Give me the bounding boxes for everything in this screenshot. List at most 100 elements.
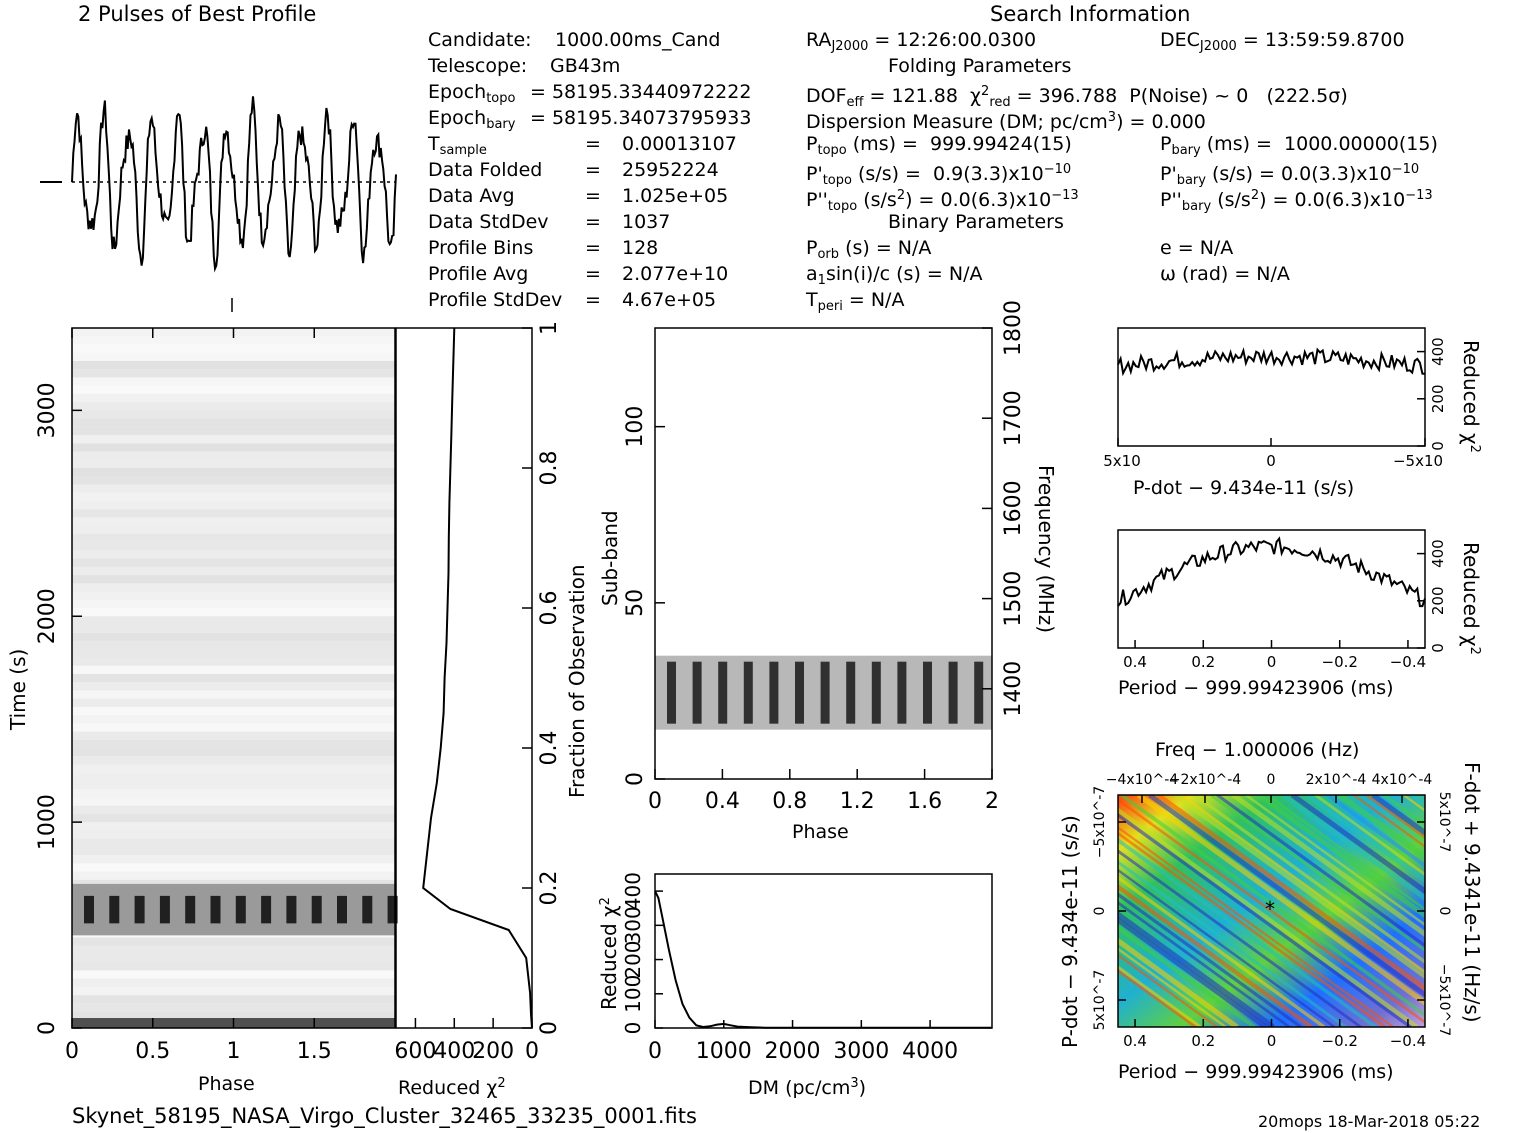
pulse-stripe <box>159 895 170 924</box>
info-profileavg-value: 2.077e+10 <box>622 263 729 285</box>
dm-xtick-label: 0 <box>648 1039 662 1064</box>
pulse-stripe <box>387 895 398 924</box>
frequency-ytick-label: 1800 <box>1001 300 1026 356</box>
subband-ytick-label: 50 <box>623 589 648 617</box>
time-phase-row <box>72 599 395 608</box>
p-pdot-streak <box>1118 884 1313 1027</box>
p-pdot-streak <box>1118 892 1302 1027</box>
pp-top-tick-label: 4x10^-4 <box>1372 772 1433 788</box>
time-phase-row <box>72 451 395 460</box>
time-phase-xtick-label: 1 <box>227 1039 241 1064</box>
time-phase-row <box>72 715 395 724</box>
pdot-frame <box>1117 327 1426 447</box>
profile-title: 2 Pulses of Best Profile <box>78 2 317 26</box>
pddbary-text: P''bary (s/s2) = 0.0(6.3)x10−13 <box>1160 188 1433 214</box>
p-pdot-streak <box>1337 795 1425 861</box>
time-phase-row <box>72 822 395 831</box>
a1-text: a1sin(i)/c (s) = N/A <box>806 263 983 288</box>
info-datastddev-value: 1037 <box>622 211 671 233</box>
time-phase-row <box>72 780 395 790</box>
p-pdot-streak <box>1245 795 1425 927</box>
p-pdot-streak <box>1136 795 1425 1006</box>
dm-xlabel: DM (pc/cm3) <box>748 1076 867 1099</box>
info-candidate-label: Candidate: <box>428 29 532 51</box>
time-phase-row <box>72 435 395 444</box>
pp-left-tick-label: 5x10^-7 <box>1092 970 1108 1031</box>
pp-left-label: P-dot − 9.434e-11 (s/s) <box>1058 815 1082 1048</box>
time-phase-row <box>72 789 395 798</box>
subband-xtick-label: 0 <box>648 789 662 814</box>
dm-ylabel: Reduced χ2 <box>597 897 621 1010</box>
subband-pulse-stripe <box>820 661 830 724</box>
pp-left-tick-label: −5x10^-7 <box>1092 786 1108 858</box>
pp-bottom-label: Period − 999.99423906 (ms) <box>1118 1061 1394 1083</box>
time-phase-row <box>72 500 395 510</box>
time-phase-row <box>72 542 395 551</box>
fraction-ylabel: Fraction of Observation <box>565 564 589 798</box>
subband-pulse-stripe <box>923 661 932 724</box>
time-phase-row <box>72 632 395 641</box>
frequency-ylabel: Frequency (MHz) <box>1034 465 1058 634</box>
subband-xtick-label: 2 <box>985 789 999 814</box>
time-phase-row <box>72 352 395 361</box>
time-phase-row <box>72 846 395 856</box>
omega-text: ω (rad) = N/A <box>1160 263 1290 285</box>
time-phase-row <box>72 978 395 987</box>
time-phase-row <box>72 962 395 971</box>
time-phase-row <box>72 838 395 847</box>
time-phase-row <box>72 517 395 526</box>
pdbary-text: P'bary (s/s) = 0.0(3.3)x10−10 <box>1160 162 1420 188</box>
tperi-text: Tperi = N/A <box>806 289 905 314</box>
time-phase-row <box>72 476 395 485</box>
time-phase-row <box>72 385 395 394</box>
info-dataavg-value: 1.025e+05 <box>622 185 729 207</box>
pp-xtick-label: 0.4 <box>1123 1032 1147 1050</box>
subband-xtick-label: 1.2 <box>840 789 875 814</box>
pulse-stripe <box>134 895 145 924</box>
time-phase-ytick-label: 3000 <box>35 382 60 438</box>
p-pdot-streak <box>1118 901 1291 1027</box>
subband-xlabel: Phase <box>792 821 849 843</box>
info-eq-7: = <box>585 289 601 311</box>
dof-text: DOFeff = 121.88 χ2red = 396.788 P(Noise)… <box>806 84 1348 110</box>
time-phase-xtick-label: 1.5 <box>297 1039 332 1064</box>
frequency-ytick-label: 1700 <box>1001 390 1026 446</box>
p-pdot-streak <box>1118 911 1275 1027</box>
subband-pulse-stripe <box>795 661 804 724</box>
pulse-stripe <box>311 895 322 924</box>
binary-title: Binary Parameters <box>888 211 1064 233</box>
p-pdot-streak <box>1231 795 1425 938</box>
time-phase-row <box>72 690 395 699</box>
time-phase-row <box>72 566 395 576</box>
period-xtick-label: 0.2 <box>1191 653 1215 671</box>
p-pdot-streak <box>1505 795 1517 1027</box>
period-xtick-label: −0.4 <box>1390 653 1426 671</box>
subband-plot: 0 0.4 0.8 1.2 1.6 2 0 50 100 1400 1500 1600 1700 1800 <box>623 300 1026 814</box>
time-phase-row <box>72 443 395 452</box>
info-tsample-value: 0.00013107 <box>622 133 737 155</box>
ra-text: RAJ2000 = 12:26:00.0300 <box>806 29 1037 54</box>
p-pdot-streak <box>1209 795 1425 953</box>
dm-xtick-label: 3000 <box>833 1039 889 1064</box>
period-ylabel: Reduced χ2 <box>1459 542 1483 655</box>
frequency-ytick-label: 1400 <box>1001 661 1026 717</box>
time-phase-row <box>72 797 395 806</box>
p-pdot-streak <box>1266 795 1425 911</box>
dm-xtick-label: 1000 <box>696 1039 752 1064</box>
info-profilestddev-label: Profile StdDev <box>428 289 563 311</box>
time-phase-row <box>72 360 395 370</box>
fraction-ytick-label: 0 <box>537 1021 562 1035</box>
time-phase-row <box>72 336 395 345</box>
p-pdot-streak <box>1193 795 1425 965</box>
freq-top-label: Freq − 1.000006 (Hz) <box>1155 739 1360 761</box>
p-pdot-streak <box>1305 795 1425 884</box>
p-pdot-streak <box>1290 795 1425 895</box>
pulse-stripe <box>235 895 246 924</box>
p-pdot-streak <box>1118 838 1377 1027</box>
dm-ytick-label: 300 <box>621 906 645 944</box>
time-phase-row <box>72 1011 395 1020</box>
info-candidate-value: 1000.00ms_Cand <box>555 29 721 51</box>
p-pdot-streak <box>1118 937 1239 1027</box>
subband-pulse-stripe <box>846 661 856 724</box>
